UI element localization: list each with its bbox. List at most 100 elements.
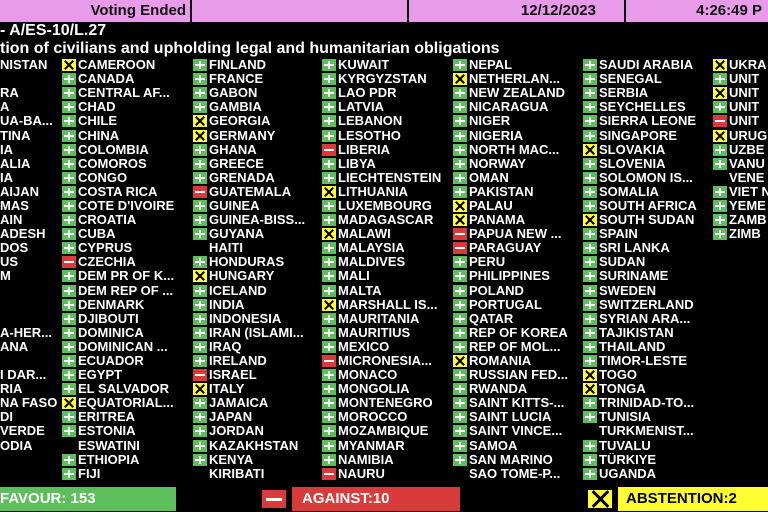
minus-icon [322, 143, 336, 156]
country-name: NA FASO [0, 396, 58, 411]
country-name: MALDIVES [338, 255, 406, 270]
minus-icon [453, 228, 467, 241]
country-name: COTE D'IVOIRE [78, 198, 175, 213]
country-row: SOUTH AFRICA [583, 199, 711, 213]
plus-icon [193, 101, 207, 114]
plus-icon [583, 228, 597, 241]
plus-icon [193, 87, 207, 100]
country-row: THAILAND [583, 340, 711, 354]
country-name: GAMBIA [209, 100, 262, 115]
cross-icon [193, 270, 207, 283]
country-row: PALAU [453, 199, 581, 213]
plus-icon [453, 411, 467, 424]
cross-icon [453, 199, 467, 212]
country-row: SYRIAN ARA... [583, 312, 711, 326]
plus-icon [193, 214, 207, 227]
plus-icon [322, 425, 336, 438]
country-row: CENTRAL AF... [62, 86, 190, 100]
country-row: LEBANON [322, 114, 450, 128]
plus-icon [62, 143, 76, 156]
country-name: RA [0, 86, 19, 101]
country-name: PAKISTAN [469, 184, 534, 199]
country-name: NISTAN [0, 58, 48, 73]
country-name: MALTA [338, 283, 382, 298]
country-row: CAMEROON [62, 58, 190, 72]
country-name: MICRONESIA... [338, 354, 432, 369]
plus-icon [193, 59, 207, 72]
country-name: COSTA RICA [78, 184, 158, 199]
country-row: ALIA [0, 157, 60, 171]
country-name: SOLOMON IS... [599, 170, 693, 185]
country-name: CONGO [78, 170, 128, 185]
country-name: JORDAN [209, 424, 264, 439]
country-name: PANAMA [469, 213, 526, 228]
country-name: ANA [0, 339, 29, 354]
country-name: LIBYA [338, 156, 376, 171]
country-row: SAMOA [453, 439, 581, 453]
country-name: MALAWI [338, 227, 391, 242]
country-name: DJIBOUTI [78, 311, 139, 326]
country-name: HUNGARY [209, 269, 275, 284]
country-name: QATAR [469, 311, 514, 326]
country-name: DOMINICA [78, 325, 144, 340]
minus-icon [453, 242, 467, 255]
country-name: ECUADOR [78, 354, 144, 369]
top-status-bar: Voting Ended 12/12/2023 4:26:49 P [0, 0, 768, 22]
country-name: DOMINICAN ... [78, 339, 168, 354]
country-name: SOUTH SUDAN [599, 213, 695, 228]
country-row: DENMARK [62, 298, 190, 312]
plus-icon [322, 312, 336, 325]
country-name: LESOTHO [338, 128, 401, 143]
country-row: PARAGUAY [453, 241, 581, 255]
country-name: CENTRAL AF... [78, 86, 170, 101]
country-name: JAMAICA [209, 396, 269, 411]
cross-icon [193, 129, 207, 142]
country-row: SAO TOME-P... [453, 467, 581, 481]
plus-icon [193, 73, 207, 86]
no-vote-icon [62, 440, 76, 452]
plus-icon [453, 439, 467, 452]
plus-icon [62, 355, 76, 368]
country-row: TAJIKISTAN [583, 326, 711, 340]
country-row: SWEDEN [583, 284, 711, 298]
country-name: LIBERIA [338, 142, 390, 157]
country-row: TONGA [583, 382, 711, 396]
country-row: KENYA [193, 453, 321, 467]
country-name: ESWATINI [78, 438, 140, 453]
country-row: KYRGYZSTAN [322, 72, 450, 86]
country-row: ADESH [0, 227, 60, 241]
country-name: SAUDI ARABIA [599, 58, 694, 73]
plus-icon [193, 425, 207, 438]
country-row: SLOVENIA [583, 157, 711, 171]
no-vote-icon [193, 242, 207, 254]
country-row: LAO PDR [322, 86, 450, 100]
country-row: PAKISTAN [453, 185, 581, 199]
country-row: LIECHTENSTEIN [322, 171, 450, 185]
country-row: DOMINICA [62, 326, 190, 340]
country-name: IRAN (ISLAMI... [209, 325, 304, 340]
country-row: UNIT [713, 100, 768, 114]
country-name: VIET N [729, 184, 768, 199]
country-name: PAPUA NEW ... [469, 227, 562, 242]
plus-icon [453, 425, 467, 438]
country-name: CUBA [78, 227, 116, 242]
country-row: UA-BA... [0, 114, 60, 128]
plus-icon [193, 228, 207, 241]
plus-icon [322, 199, 336, 212]
country-row: MALAYSIA [322, 241, 450, 255]
plus-icon [193, 284, 207, 297]
country-row: CANADA [62, 72, 190, 86]
country-name: IA [0, 170, 13, 185]
plus-icon [453, 270, 467, 283]
plus-icon [583, 101, 597, 114]
plus-icon [453, 453, 467, 466]
plus-icon [583, 115, 597, 128]
plus-icon [453, 185, 467, 198]
country-row: NETHERLAN... [453, 72, 581, 86]
country-row: PAPUA NEW ... [453, 227, 581, 241]
country-row: ETHIOPIA [62, 453, 190, 467]
country-row: COTE D'IVOIRE [62, 199, 190, 213]
cross-icon [583, 214, 597, 227]
country-row: NORWAY [453, 157, 581, 171]
country-row [0, 312, 60, 326]
